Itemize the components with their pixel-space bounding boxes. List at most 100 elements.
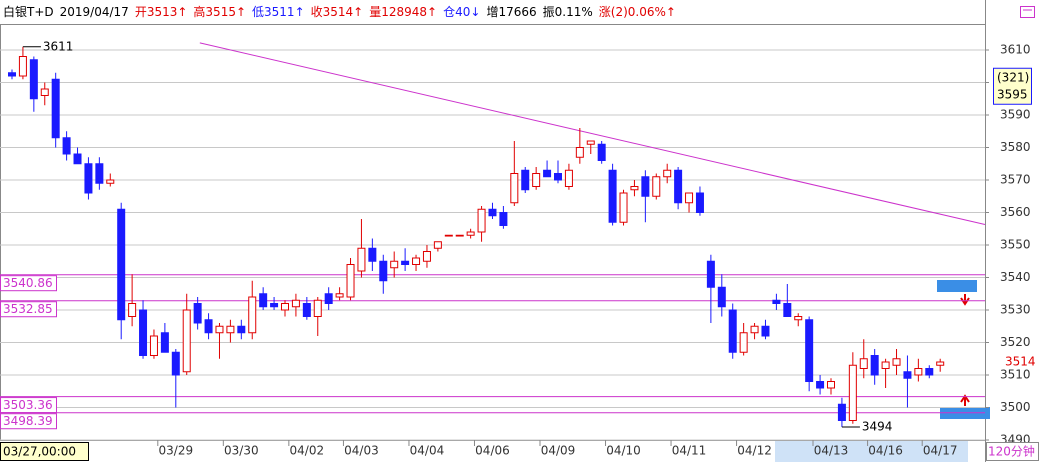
candle-body bbox=[630, 186, 639, 191]
y-tick-label: 3520 bbox=[1000, 335, 1031, 349]
candle-body bbox=[706, 260, 715, 288]
candle-body bbox=[772, 299, 781, 304]
candle-body bbox=[597, 143, 606, 161]
candle-body bbox=[477, 208, 486, 233]
level-label: 3503.36 bbox=[3, 398, 53, 412]
candle-body bbox=[40, 88, 49, 96]
candle-body bbox=[925, 368, 934, 376]
candle-body bbox=[837, 403, 846, 421]
x-tick-label: 03/27,00:00 bbox=[3, 445, 76, 459]
candle-body bbox=[608, 169, 617, 223]
candle-body bbox=[62, 137, 71, 155]
candle-body bbox=[892, 358, 901, 366]
candle-body bbox=[160, 332, 169, 353]
y-tick-label: 3580 bbox=[1000, 140, 1031, 154]
candle-body bbox=[750, 325, 759, 334]
candle-body bbox=[29, 59, 38, 100]
candle-body bbox=[685, 192, 694, 204]
candle-body bbox=[73, 153, 82, 165]
candle-body bbox=[619, 192, 628, 223]
candle-body bbox=[641, 176, 650, 197]
candle-body bbox=[117, 208, 126, 321]
candle-body bbox=[401, 260, 410, 265]
header-field: 高3515↑ bbox=[193, 4, 246, 19]
candle-body bbox=[663, 169, 672, 178]
level-label-box bbox=[0, 301, 57, 318]
candle-body bbox=[313, 299, 322, 317]
candle-body bbox=[128, 303, 137, 317]
x-tick-label: 04/04 bbox=[410, 444, 445, 458]
candle-body bbox=[761, 325, 770, 337]
low-label: 3494 bbox=[862, 420, 893, 434]
candle-body bbox=[237, 325, 246, 334]
x-tick-label: 03/29 bbox=[159, 444, 194, 458]
candle-body bbox=[827, 381, 835, 389]
candle-body bbox=[674, 169, 683, 204]
alert-box bbox=[937, 280, 977, 292]
x-tick-label: 04/11 bbox=[672, 444, 707, 458]
high-label: 3611 bbox=[43, 39, 74, 53]
header-field: 量128948↑ bbox=[369, 5, 437, 19]
candle-body bbox=[357, 247, 366, 272]
candle-body bbox=[564, 169, 573, 187]
candle-body bbox=[444, 234, 453, 237]
period-box bbox=[986, 442, 1039, 461]
header-field: 白银T+D bbox=[3, 4, 54, 19]
candle-body bbox=[248, 296, 257, 334]
candle-body bbox=[149, 335, 158, 356]
candle-body bbox=[652, 176, 661, 197]
y-tick-label: 3550 bbox=[1000, 238, 1031, 252]
candle-body bbox=[794, 316, 803, 321]
candle-body bbox=[783, 303, 792, 317]
header-field: 收3514↑ bbox=[311, 5, 364, 19]
cursor-box bbox=[993, 67, 1032, 105]
candle-body bbox=[412, 257, 421, 265]
level-label-box bbox=[0, 275, 57, 292]
candle-body bbox=[324, 293, 333, 304]
candle-body bbox=[106, 179, 115, 184]
candle-body bbox=[139, 309, 148, 356]
header-field: 2019/04/17 bbox=[60, 5, 129, 19]
y-tick-label: 3590 bbox=[1000, 108, 1031, 122]
candle-body bbox=[204, 319, 213, 334]
candle-body bbox=[18, 56, 27, 77]
selection-range bbox=[775, 441, 968, 462]
trendline bbox=[199, 42, 986, 226]
candle-body bbox=[291, 299, 300, 308]
alert-arrow[interactable] bbox=[960, 394, 970, 406]
candle-body bbox=[51, 78, 60, 139]
candle-body bbox=[510, 173, 519, 204]
candle-body bbox=[521, 169, 530, 191]
x-tick-label: 04/13 bbox=[814, 444, 849, 458]
x-tick-label: 04/12 bbox=[737, 444, 772, 458]
candle-body bbox=[903, 371, 912, 379]
candle-body bbox=[171, 351, 180, 376]
window-icon bbox=[1020, 6, 1035, 18]
candle-body bbox=[859, 358, 868, 369]
current-price: 3514 bbox=[1005, 355, 1036, 369]
x-tick-label: 04/02 bbox=[290, 444, 325, 458]
level-label: 3540.86 bbox=[3, 276, 53, 290]
candle-body bbox=[586, 140, 595, 145]
y-tick-label: 3610 bbox=[1000, 43, 1031, 57]
x-tick-label: 03/30 bbox=[224, 444, 259, 458]
candle-body bbox=[575, 147, 584, 158]
x-tick-label: 04/06 bbox=[475, 444, 510, 458]
y-tick-label: 3510 bbox=[1000, 368, 1031, 382]
candle-body bbox=[379, 260, 388, 282]
candle-body bbox=[914, 368, 923, 376]
candle-body bbox=[433, 241, 442, 249]
x-tick-label: 04/17 bbox=[923, 444, 958, 458]
cursor-price: 3595 bbox=[997, 87, 1028, 101]
candle-body bbox=[936, 361, 945, 366]
candle-body bbox=[466, 231, 475, 236]
candle-body bbox=[226, 325, 235, 334]
candle-body bbox=[881, 361, 890, 369]
x-tick-label: 04/03 bbox=[344, 444, 379, 458]
candle-body bbox=[816, 381, 825, 389]
candle-body bbox=[84, 163, 93, 194]
candle-body bbox=[259, 293, 268, 308]
candle-body bbox=[488, 208, 497, 217]
